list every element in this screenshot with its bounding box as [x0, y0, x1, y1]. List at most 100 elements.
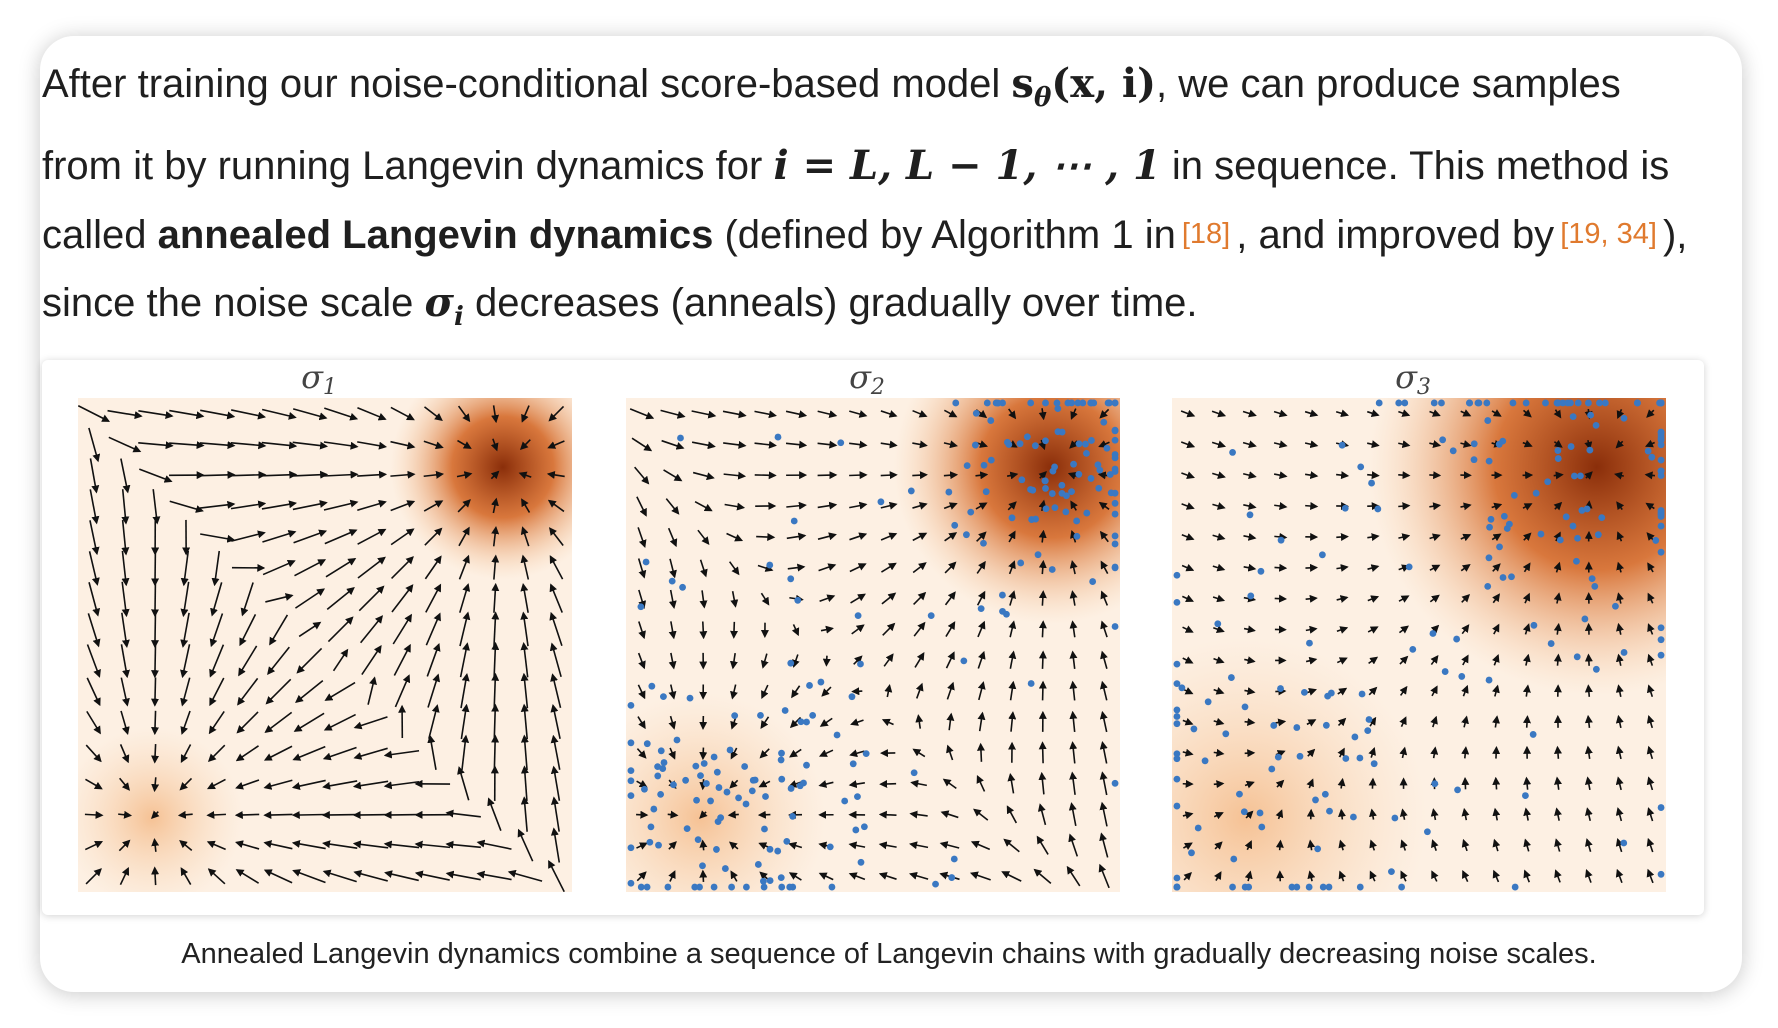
score-arrow [792, 654, 800, 668]
score-arrow [663, 469, 683, 482]
score-arrow [491, 405, 500, 424]
sample-point [833, 731, 841, 739]
score-arrow [660, 409, 686, 419]
score-arrow [1069, 710, 1078, 733]
score-arrow [909, 841, 929, 850]
score-arrow [665, 498, 680, 515]
score-arrow [636, 842, 648, 850]
score-arrow [785, 440, 808, 449]
sample-point [660, 759, 668, 766]
score-arrow [1244, 656, 1256, 665]
score-arrow [669, 558, 677, 579]
score-arrow [880, 501, 898, 510]
score-arrow [1615, 714, 1624, 729]
sample-point [1657, 507, 1665, 514]
sample-point [1370, 760, 1378, 768]
score-arrow [850, 593, 866, 604]
sample-point [1058, 489, 1066, 497]
citation-18[interactable]: [18] [1181, 218, 1231, 250]
score-arrow [322, 869, 357, 883]
score-arrow [169, 500, 204, 513]
score-arrow [324, 681, 356, 701]
math-args: (x, i) [1051, 60, 1157, 107]
sample-point [643, 883, 651, 891]
score-arrow [384, 870, 419, 882]
sample-point [1574, 399, 1582, 407]
score-arrow [786, 532, 807, 541]
score-arrow [851, 624, 865, 635]
score-arrow [550, 765, 561, 801]
score-arrow [1273, 440, 1288, 449]
score-arrow [491, 611, 500, 647]
score-arrow [200, 533, 236, 543]
sample-point [1322, 721, 1330, 729]
score-arrow [1646, 409, 1655, 418]
score-arrow [1008, 530, 1016, 543]
score-arrow [264, 711, 293, 733]
sample-point [1441, 668, 1449, 675]
sample-point [1644, 447, 1652, 455]
sample-point [677, 434, 684, 442]
score-arrow [1099, 408, 1110, 419]
score-arrow [177, 810, 193, 819]
sample-point [715, 784, 723, 791]
score-arrow [1398, 471, 1411, 480]
score-arrow [976, 531, 987, 542]
score-arrow [424, 555, 442, 580]
score-arrow [970, 840, 991, 851]
sample-point [1103, 444, 1111, 452]
score-arrow [358, 585, 385, 612]
sample-point [627, 879, 635, 887]
score-arrow [549, 611, 563, 646]
score-arrow [1399, 685, 1408, 696]
sample-point [1111, 436, 1119, 444]
citation-19-34[interactable]: [19, 34] [1560, 218, 1657, 250]
sample-point [1652, 537, 1660, 544]
sample-point [721, 865, 729, 872]
score-arrow [491, 672, 500, 709]
sample-point [1341, 504, 1349, 512]
score-arrow [668, 870, 676, 882]
score-arrow [84, 810, 104, 819]
score-arrow [1213, 687, 1225, 695]
score-arrow [457, 439, 472, 449]
score-arrow [1212, 471, 1226, 479]
sample-point [1573, 653, 1581, 661]
figure-panels: σ1 σ2 σ3 [42, 358, 1704, 915]
score-arrow [1492, 684, 1500, 697]
score-arrow [121, 519, 130, 556]
score-arrow [976, 774, 986, 792]
score-arrow [880, 440, 898, 449]
sample-point [1173, 680, 1181, 688]
sample-point [1567, 399, 1574, 407]
score-arrow [1399, 655, 1409, 665]
sample-point [789, 812, 797, 820]
sample-point [1031, 442, 1039, 450]
sample-point [1325, 883, 1333, 891]
score-arrow [151, 837, 160, 852]
score-arrow [1336, 626, 1349, 634]
sample-point [1041, 477, 1049, 485]
sample-point [1351, 733, 1359, 741]
score-arrow [881, 562, 897, 573]
score-arrow [1646, 868, 1655, 884]
sample-point [783, 837, 791, 845]
score-arrow [1336, 595, 1349, 603]
score-arrow [180, 550, 190, 587]
score-arrow [428, 704, 440, 739]
sample-point [710, 883, 718, 891]
sample-point [1258, 823, 1266, 831]
score-arrow [729, 779, 739, 789]
score-arrow [1400, 839, 1408, 851]
sample-point [1338, 441, 1346, 449]
sample-point [945, 488, 953, 496]
sample-point [1075, 440, 1083, 448]
score-arrow [1305, 656, 1318, 665]
sample-point [1173, 883, 1181, 891]
score-arrow [169, 409, 205, 420]
score-arrow [1212, 502, 1226, 510]
sample-point [841, 797, 849, 805]
sample-point [710, 753, 718, 761]
sample-point [927, 612, 935, 620]
score-arrow [1522, 623, 1531, 635]
